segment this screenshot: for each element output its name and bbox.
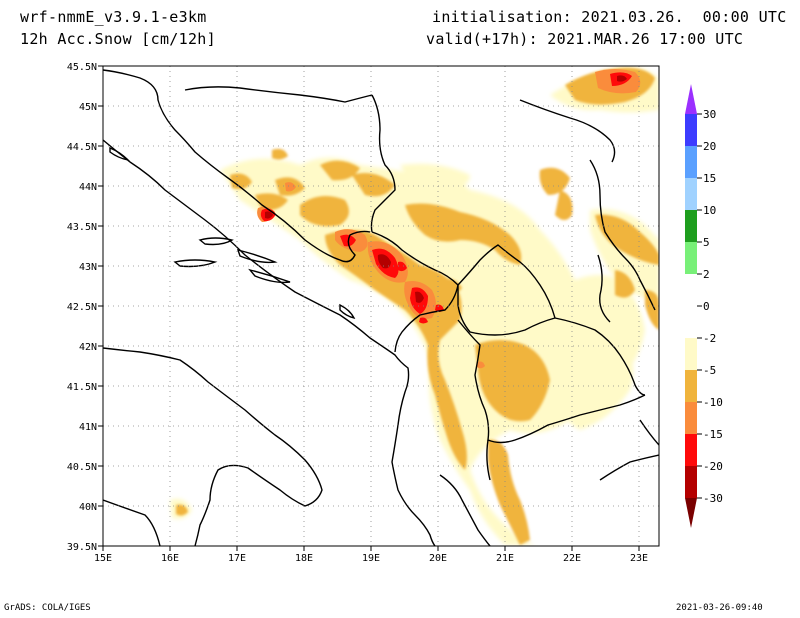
- field-label: 12h Acc.Snow [cm/12h]: [20, 30, 216, 48]
- lat-label: 43N: [79, 262, 97, 273]
- snow-band-20cm: [265, 75, 627, 303]
- colorbar-segment: [685, 466, 697, 498]
- colorbar-segment: [685, 210, 697, 242]
- lat-label: 45.5N: [67, 62, 97, 73]
- colorbar-label: 20: [703, 140, 716, 153]
- colorbar-label: 2: [703, 268, 710, 281]
- lat-label: 40.5N: [67, 462, 97, 473]
- colorbar-segment: [685, 370, 697, 402]
- lon-label: 16E: [161, 553, 179, 564]
- colorbar-segment: [685, 402, 697, 434]
- lon-label: 20E: [429, 553, 447, 564]
- valid-time-label: valid(+17h): 2021.MAR.26 17:00 UTC: [426, 30, 744, 48]
- colorbar-label: 5: [703, 236, 710, 249]
- colorbar-segment: [685, 274, 697, 338]
- lat-label: 42.5N: [67, 302, 97, 313]
- colorbar-segment: [685, 178, 697, 210]
- footer-timestamp: 2021-03-26-09:40: [676, 603, 763, 613]
- coastlines-borders: [103, 69, 659, 546]
- colorbar-top-arrow: [685, 84, 697, 114]
- lat-label: 41.5N: [67, 382, 97, 393]
- colorbar-label: 0: [703, 300, 710, 313]
- lon-labels: 15E 16E 17E 18E 19E 20E 21E 22E 23E: [94, 553, 648, 564]
- colorbar-labels: 30 20 15 10 5 2 0 -2 -5 -10 -15 -20 -30: [703, 108, 723, 505]
- colorbar-label: -5: [703, 364, 716, 377]
- colorbar-label: -10: [703, 396, 723, 409]
- lon-label: 19E: [362, 553, 380, 564]
- lat-label: 39.5N: [67, 542, 97, 553]
- lat-label: 43.5N: [67, 222, 97, 233]
- colorbar: 30 20 15 10 5 2 0 -2 -5 -10 -15 -20 -30: [685, 84, 723, 528]
- colorbar-label: 15: [703, 172, 716, 185]
- lat-label: 44N: [79, 182, 97, 193]
- colorbar-segment: [685, 146, 697, 178]
- colorbar-segment: [685, 242, 697, 274]
- colorbar-label: -15: [703, 428, 723, 441]
- footer-credit: GrADS: COLA/IGES: [4, 603, 91, 613]
- colorbar-label: -2: [703, 332, 716, 345]
- colorbar-label: 30: [703, 108, 716, 121]
- lat-label: 40N: [79, 502, 97, 513]
- lat-labels: 45.5N 45N 44.5N 44N 43.5N 43N 42.5N 42N …: [67, 62, 97, 553]
- colorbar-label: 10: [703, 204, 716, 217]
- colorbar-segment: [685, 114, 697, 146]
- colorbar-bottom-arrow: [685, 498, 697, 528]
- lon-label: 22E: [563, 553, 581, 564]
- colorbar-label: -30: [703, 492, 723, 505]
- model-label: wrf-nmmE_v3.9.1-e3km: [20, 8, 207, 26]
- lat-label: 41N: [79, 422, 97, 433]
- lat-label: 42N: [79, 342, 97, 353]
- colorbar-ticks: [697, 113, 702, 499]
- colorbar-segment: [685, 434, 697, 466]
- lon-label: 15E: [94, 553, 112, 564]
- lon-label: 17E: [228, 553, 246, 564]
- gridlines: [103, 66, 659, 546]
- lon-label: 23E: [630, 553, 648, 564]
- lon-label: 18E: [295, 553, 313, 564]
- tick-marks: [98, 65, 640, 551]
- lat-label: 45N: [79, 102, 97, 113]
- colorbar-segment: [685, 338, 697, 370]
- lat-label: 44.5N: [67, 142, 97, 153]
- lon-label: 21E: [496, 553, 514, 564]
- colorbar-label: -20: [703, 460, 723, 473]
- init-time-label: initialisation: 2021.03.26. 00:00 UTC: [432, 8, 787, 26]
